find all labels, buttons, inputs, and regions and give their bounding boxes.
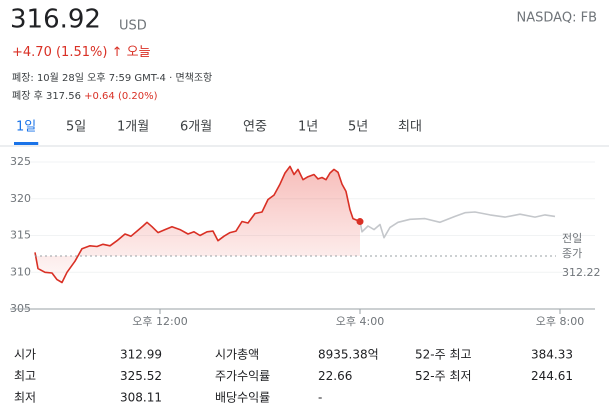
prev-close-label: 전일 <box>562 231 582 245</box>
range-tab[interactable]: 최대 <box>398 120 422 135</box>
stats-table: 시가 312.99 시가총액 8935.38억 52-주 최고 384.33 최고 325.5… <box>14 348 573 405</box>
arrow: ↑ <box>112 45 123 60</box>
stat-value: 308.11 <box>120 391 162 405</box>
x-tick-label: 오후 12:00 <box>132 315 187 328</box>
after-hours-change: +0.64 (0.20%) <box>84 91 157 102</box>
prev-close-label: 종가 <box>562 247 582 260</box>
stat-label: 52-주 최저 <box>415 369 472 383</box>
tab-underline <box>14 142 39 145</box>
stat-value: 22.66 <box>318 369 352 383</box>
change-line: +4.70 (1.51%) ↑ 오늘 <box>12 45 151 60</box>
price-line <box>34 165 361 284</box>
stat-label: 최고 <box>14 369 36 383</box>
currency: USD <box>119 19 147 34</box>
change: +4.70 (1.51%) <box>12 45 107 60</box>
today: 오늘 <box>127 45 151 60</box>
after-hours-label: 폐장 후 317.56 <box>12 90 81 102</box>
stat-label: 주가수익률 <box>215 369 270 383</box>
price-line <box>359 211 556 239</box>
y-tick-label: 320 <box>10 192 31 205</box>
stat-label: 최저 <box>14 391 36 405</box>
area <box>35 166 360 283</box>
range-tab[interactable]: 1년 <box>298 120 318 135</box>
price: 316.92 <box>10 5 101 35</box>
stat-value: 384.33 <box>531 348 573 362</box>
close-dot <box>356 218 364 226</box>
stat-label: 배당수익률 <box>215 391 270 405</box>
y-tick-label: 325 <box>10 155 31 168</box>
stat-label: 시가 <box>14 348 36 362</box>
exchange: NASDAQ: FB <box>517 11 597 26</box>
y-tick-label: 310 <box>10 265 31 278</box>
stat-value: 325.52 <box>120 369 162 383</box>
prev-close-value: 312.22 <box>562 266 601 279</box>
stat-value: - <box>318 391 322 405</box>
range-tab[interactable]: 1일 <box>16 120 36 135</box>
range-tab[interactable]: 6개월 <box>180 120 212 135</box>
stat-value: 8935.38억 <box>318 348 379 362</box>
stat-value: 244.61 <box>531 369 573 383</box>
stat-label: 52-주 최고 <box>415 348 472 362</box>
x-tick-label: 오후 8:00 <box>536 315 584 328</box>
y-tick-label: 315 <box>10 229 31 242</box>
range-tab[interactable]: 연중 <box>243 120 267 135</box>
range-tabs: 1일 5일 1개월 6개월 연중 1년 5년 최대 <box>14 120 422 145</box>
after-hours: 폐장 후 317.56 +0.64 (0.20%) <box>12 90 158 102</box>
x-tick-label: 오후 4:00 <box>336 315 384 328</box>
range-tab[interactable]: 5년 <box>348 120 368 135</box>
stat-label: 시가총액 <box>215 348 259 362</box>
closed-note: 폐장: 10월 28일 오후 7:59 GMT-4 · 면책조항 <box>12 72 212 84</box>
range-tab[interactable]: 1개월 <box>117 120 149 135</box>
range-tab[interactable]: 5일 <box>66 120 86 135</box>
stat-value: 312.99 <box>120 348 162 362</box>
